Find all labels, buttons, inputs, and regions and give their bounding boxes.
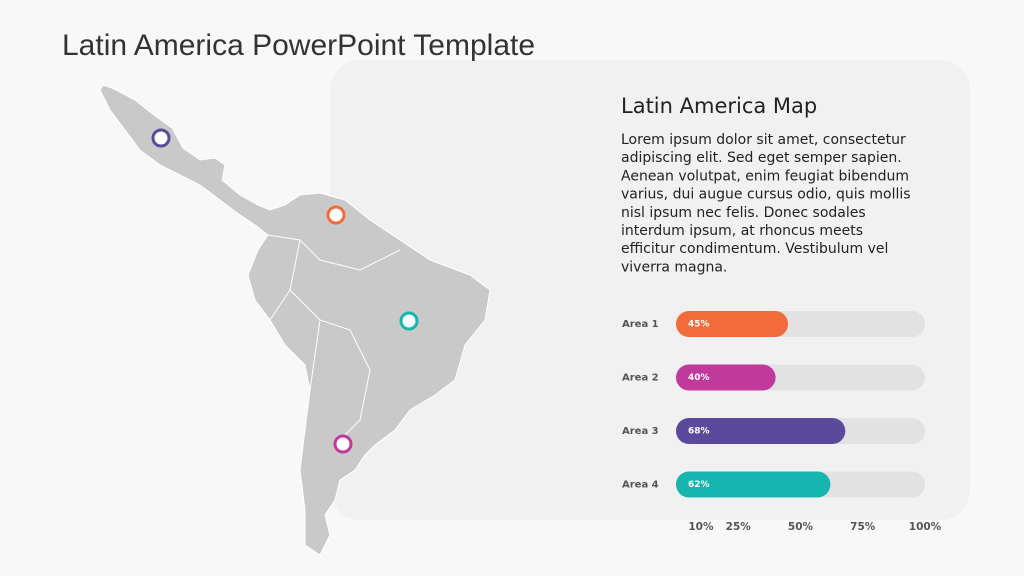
map-marker: [326, 205, 346, 225]
map: [99, 84, 491, 556]
map-marker: [151, 128, 171, 148]
bar: [676, 471, 831, 498]
value-label: 62%: [688, 480, 710, 490]
category-label: Area 3: [622, 426, 659, 437]
x-tick-label: 75%: [850, 521, 876, 533]
x-tick-label: 50%: [788, 521, 814, 533]
section-heading: Latin America Map: [621, 94, 817, 118]
map-marker: [399, 311, 419, 331]
paragraph: Lorem ipsum dolor sit amet, consectetur a…: [621, 132, 911, 275]
value-label: 40%: [688, 373, 710, 383]
bar: [676, 311, 789, 337]
paragraph-line: adipiscing elit. Sed eget semper sapien.: [621, 150, 902, 166]
paragraph-line: interdum ipsum, at rhoncus meets: [621, 223, 863, 239]
value-label: 68%: [688, 427, 710, 437]
paragraph-line: Lorem ipsum dolor sit amet, consectetur: [621, 132, 906, 148]
bar-chart: 10% 25% 50% 75% 100% Area 1 45% Area 2 40% Area 3…: [622, 311, 942, 533]
paragraph-line: nisl ipsum nec felis. Donec sodales: [621, 205, 866, 221]
map-borders: [267, 234, 401, 441]
category-label: Area 2: [622, 373, 659, 384]
map-marker: [333, 434, 353, 454]
paragraph-line: varius, dui augue cursus odio, quis moll…: [621, 187, 911, 203]
x-tick-label: 100%: [909, 521, 942, 533]
x-tick-label: 25%: [726, 521, 752, 533]
slide-title: Latin America PowerPoint Template: [62, 29, 535, 62]
paragraph-line: efficitur condimentum. Vestibulum vel: [621, 241, 888, 257]
background-photo: [330, 60, 970, 520]
paragraph-line: Aenean volutpat, enim feugiat bibendum: [621, 168, 909, 184]
category-label: Area 1: [622, 319, 659, 330]
category-label: Area 4: [622, 480, 659, 491]
bar: [676, 418, 846, 444]
value-label: 45%: [688, 320, 710, 330]
bar: [676, 364, 776, 391]
x-tick-label: 10%: [688, 521, 714, 533]
paragraph-line: viverra magna.: [621, 259, 727, 275]
